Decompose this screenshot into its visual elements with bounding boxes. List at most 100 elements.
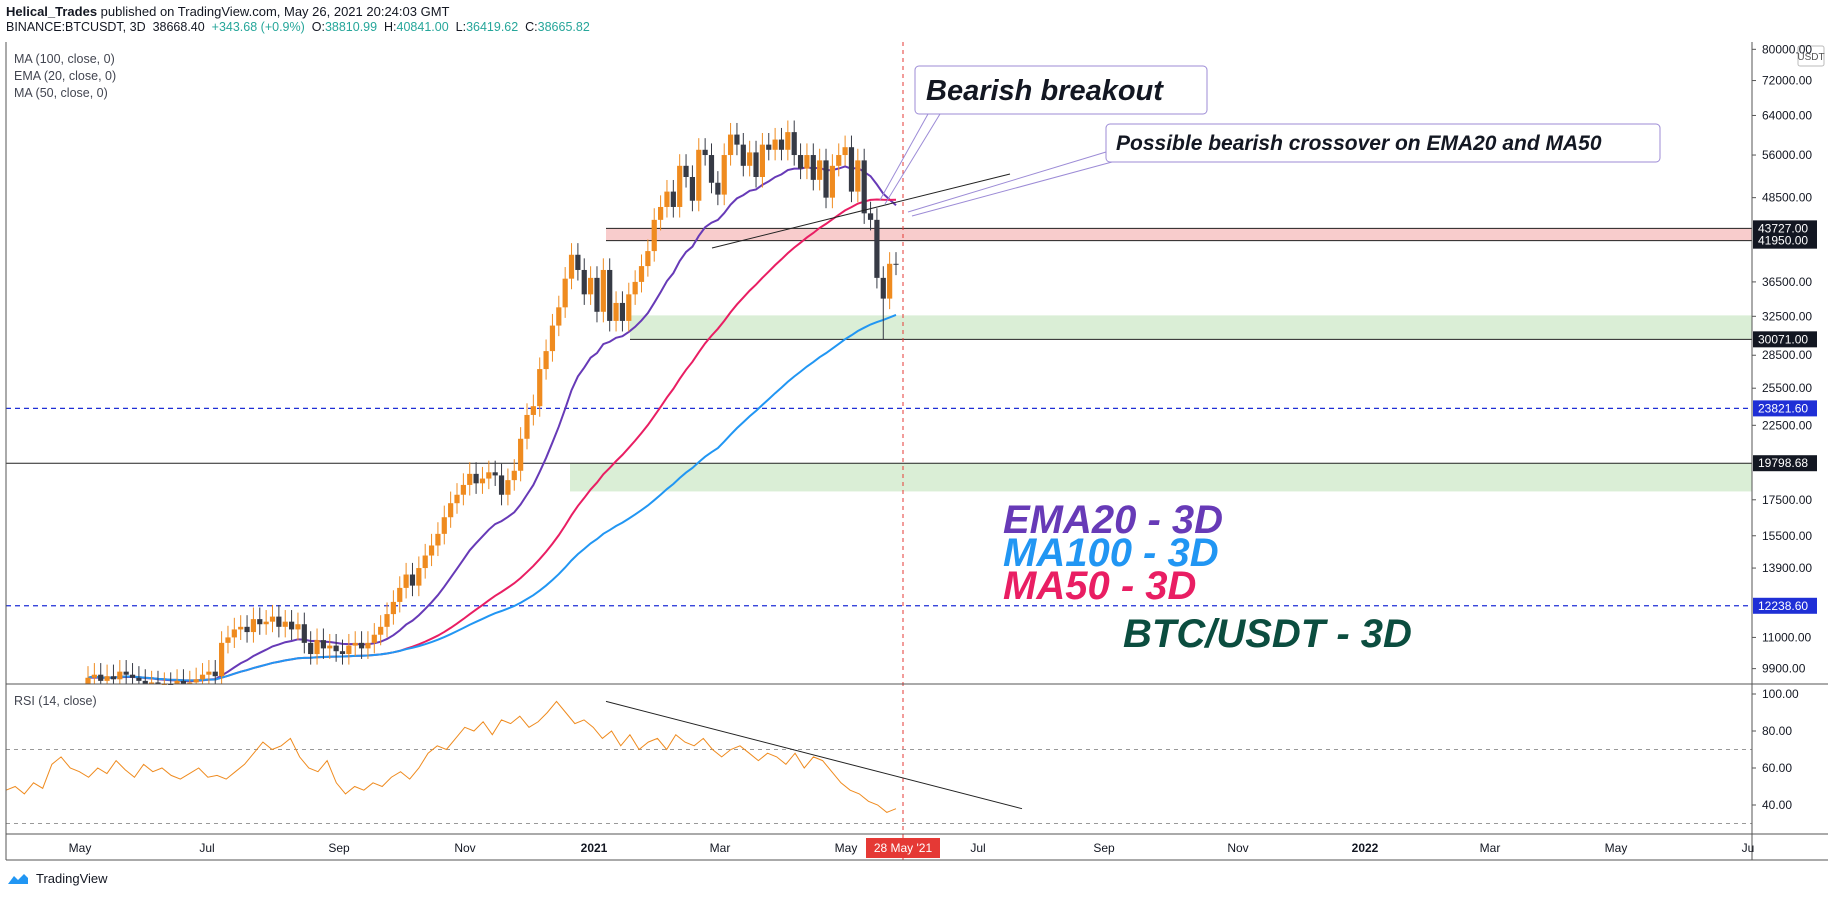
candle-body [505,480,511,495]
level-tag-text: 30071.00 [1758,332,1808,346]
tradingview-footer[interactable]: TradingView [6,871,108,886]
candle-body [129,674,136,678]
tradingview-logo-icon [8,873,28,884]
pair-legend: BTC/USDT - 3D [1123,612,1412,656]
candle-body [460,484,466,495]
candle-body [371,634,377,643]
time-tick-label: 2022 [1352,841,1379,855]
candle-body [677,165,683,207]
bearish-breakout-box [914,65,1208,115]
candle-body [193,679,199,683]
candle-body [607,269,613,321]
cursor-date-box [866,838,940,858]
rsi-tick-label: 60.00 [1762,761,1792,775]
close-label: C: [525,20,538,34]
candle-body [549,325,556,352]
low-value: 36419.62 [466,20,519,34]
time-tick-label: Mar [710,841,731,855]
candle-body [257,619,263,625]
high-label: H: [384,20,397,34]
level-tag-text: 43727.00 [1758,221,1808,235]
currency-label: USDT [1797,52,1824,63]
level-tag [1753,331,1817,348]
price-tick-label: 32500.00 [1762,309,1812,323]
currency-box [1797,45,1825,67]
level-tag-text: 19798.68 [1758,456,1808,470]
rsi-line [5,700,897,813]
price-tick-label: 22500.00 [1762,418,1812,432]
candle-body [766,144,772,150]
candle-body [785,132,791,150]
candle-body [269,616,276,622]
candle-body [486,472,492,479]
time-tick-label: Ju [1742,841,1755,855]
ma50-legend: MA50 - 3D [1003,564,1196,608]
price-tick-label: 25500.00 [1762,381,1812,395]
candle-body [174,680,180,684]
candle-body [327,645,333,649]
candle-body [880,277,886,299]
candle-body [702,149,708,156]
candle-body [346,645,352,655]
candle-body [524,414,530,439]
candle-body [651,219,657,252]
rsi-tick-label: 40.00 [1762,798,1792,812]
publisher-name[interactable]: Helical_Trades [6,4,98,19]
time-tick-label: Jul [970,841,985,855]
candle-body [498,475,505,495]
zone-support2 [570,463,1752,492]
candle-body [848,147,855,192]
candle-body [492,472,498,476]
price-tick-label: 56000.00 [1762,148,1812,162]
time-tick-label: Sep [328,841,350,855]
publish-date: published on TradingView.com, May 26, 20… [97,4,450,19]
level-tag [1753,220,1817,237]
candle-body [441,517,447,534]
close-value: 38665.82 [537,20,590,34]
candle-body [600,269,606,312]
ema20-line [87,165,897,683]
callout-line [884,113,941,205]
candle-body [136,677,142,681]
candle-body [295,624,301,630]
ema20-indicator-label[interactable]: EMA (20, close, 0) [14,69,117,83]
candle-body [104,676,110,681]
candle-body [613,302,619,321]
last-price: 38668.40 [152,20,205,34]
price-tick-label: 36500.00 [1762,275,1812,289]
level-tag-blue [1753,400,1817,417]
candle-body [409,574,416,586]
candle-body [619,302,626,321]
rsi-indicator-label[interactable]: RSI (14, close) [14,694,97,708]
candle-body [734,134,740,145]
candle-body [632,281,638,295]
candle-body [117,671,123,680]
candle-body [638,266,645,282]
candle-body [511,470,517,481]
callout-line [911,161,1113,217]
candle-body [568,254,575,279]
candle-body [365,642,371,649]
candle-body [149,682,155,684]
candle-body [358,642,365,649]
candle-body [893,263,899,265]
candle-body [263,621,269,625]
price-change: +343.68 (+0.9%) [211,20,305,34]
ma50-indicator-label[interactable]: MA (50, close, 0) [14,86,108,100]
level-tag-text: 41950.00 [1758,234,1808,248]
ma100-indicator-label[interactable]: MA (100, close, 0) [14,52,115,66]
open-value: 38810.99 [324,20,378,34]
candle-body [842,147,848,156]
open-label: O: [311,20,325,34]
price-tick-label: 17500.00 [1762,493,1812,507]
level-tag [1753,232,1817,249]
candle-body [797,155,804,169]
candle-body [98,674,104,681]
candle-body [740,144,746,166]
candle-body [352,642,358,646]
level-tag-blue [1753,597,1817,614]
trend-line [711,173,1011,249]
candle-body [721,155,727,195]
time-tick-label: May [69,841,92,855]
